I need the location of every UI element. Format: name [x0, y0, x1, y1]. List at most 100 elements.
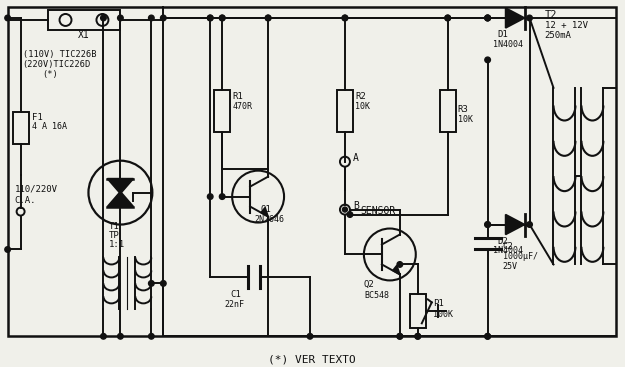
Circle shape [485, 15, 491, 21]
Circle shape [445, 15, 451, 21]
Text: 1N4004: 1N4004 [492, 40, 522, 49]
Circle shape [342, 15, 348, 21]
Circle shape [342, 207, 348, 212]
Circle shape [232, 171, 284, 222]
Text: D2: D2 [498, 236, 508, 246]
Circle shape [265, 15, 271, 21]
Text: X1: X1 [78, 30, 89, 40]
Text: 22nF: 22nF [224, 300, 244, 309]
Circle shape [342, 15, 348, 21]
Text: R2: R2 [355, 92, 366, 101]
Text: C.A.: C.A. [14, 196, 36, 204]
Text: R3: R3 [458, 105, 469, 114]
Text: 25V: 25V [503, 262, 518, 272]
Text: SENSOR: SENSOR [360, 206, 395, 215]
Circle shape [219, 15, 225, 21]
Text: 100K: 100K [432, 310, 452, 319]
Circle shape [89, 161, 152, 225]
Text: R1: R1 [232, 92, 243, 101]
Bar [214, 90, 230, 132]
Bar [440, 90, 456, 132]
Circle shape [219, 15, 225, 21]
Text: P1: P1 [432, 299, 444, 308]
Text: D1: D1 [498, 30, 508, 39]
Text: TP: TP [108, 230, 119, 240]
Text: C2: C2 [503, 243, 513, 251]
Circle shape [485, 15, 491, 21]
Text: 4 A 16A: 4 A 16A [32, 122, 67, 131]
Text: 12 + 12V: 12 + 12V [544, 21, 588, 30]
Text: 470R: 470R [232, 102, 252, 111]
Circle shape [308, 334, 312, 339]
Text: B: B [353, 201, 359, 211]
Text: (*): (*) [42, 70, 58, 79]
Circle shape [397, 334, 402, 339]
Text: (220V)TIC226D: (220V)TIC226D [22, 60, 91, 69]
Bar [410, 294, 426, 328]
Circle shape [527, 15, 532, 21]
Circle shape [485, 15, 491, 21]
Circle shape [208, 15, 213, 21]
Circle shape [5, 247, 11, 252]
Text: 1:1: 1:1 [108, 240, 124, 248]
Text: T2: T2 [544, 10, 557, 20]
Polygon shape [107, 179, 133, 194]
Circle shape [485, 222, 491, 227]
Circle shape [445, 15, 451, 21]
Circle shape [364, 229, 416, 280]
Text: 2N2646: 2N2646 [254, 215, 284, 224]
Bar [48, 10, 121, 30]
Circle shape [485, 57, 491, 63]
Circle shape [96, 14, 108, 26]
Circle shape [59, 14, 71, 26]
Circle shape [342, 159, 348, 164]
Circle shape [118, 15, 123, 21]
Circle shape [527, 222, 532, 227]
Circle shape [118, 334, 123, 339]
Text: Q1: Q1 [260, 204, 271, 214]
Circle shape [161, 281, 166, 286]
Polygon shape [393, 265, 400, 275]
Circle shape [485, 334, 491, 339]
Text: C1: C1 [230, 290, 241, 299]
Text: 1000µF/: 1000µF/ [503, 252, 538, 261]
Text: A: A [353, 153, 359, 163]
Text: (110V) TIC226B: (110V) TIC226B [22, 50, 96, 59]
Text: (*) VER TEXTO: (*) VER TEXTO [268, 354, 356, 364]
Circle shape [208, 194, 213, 199]
Circle shape [101, 15, 106, 21]
Circle shape [101, 334, 106, 339]
Text: T1: T1 [108, 222, 119, 230]
Circle shape [415, 334, 421, 339]
Circle shape [265, 15, 271, 21]
Text: 10K: 10K [355, 102, 370, 111]
Text: 110/220V: 110/220V [14, 185, 58, 194]
Polygon shape [107, 192, 133, 207]
Circle shape [415, 334, 421, 339]
Bar [12, 112, 29, 144]
Circle shape [208, 15, 213, 21]
Circle shape [397, 334, 402, 339]
Text: 250mA: 250mA [544, 31, 571, 40]
Text: Q2: Q2 [364, 280, 374, 290]
Circle shape [485, 334, 491, 339]
Circle shape [161, 15, 166, 21]
Text: 10K: 10K [458, 115, 472, 124]
Polygon shape [506, 8, 524, 28]
Circle shape [17, 208, 24, 215]
Circle shape [340, 157, 350, 167]
Bar [337, 90, 353, 132]
Circle shape [149, 281, 154, 286]
Circle shape [149, 15, 154, 21]
Circle shape [397, 262, 402, 267]
Circle shape [5, 15, 11, 21]
Circle shape [347, 212, 352, 217]
Text: BC548: BC548 [364, 291, 389, 301]
Circle shape [340, 204, 350, 215]
Text: F1: F1 [32, 113, 42, 122]
Polygon shape [261, 208, 268, 217]
Polygon shape [506, 215, 524, 235]
Circle shape [485, 222, 491, 227]
Bar [8, 7, 616, 336]
Text: 1N4004: 1N4004 [492, 247, 522, 255]
